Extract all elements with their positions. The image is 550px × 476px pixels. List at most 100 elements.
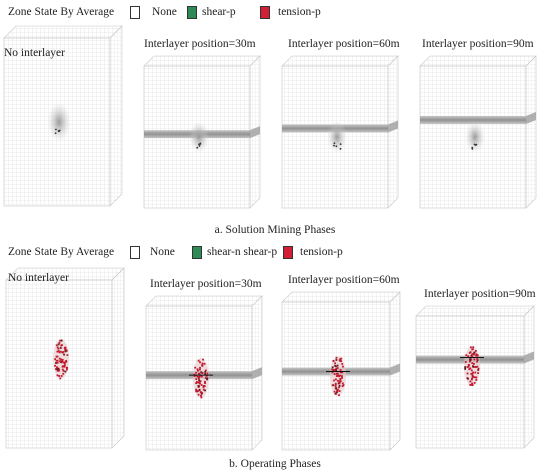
tension-zone-marker	[332, 360, 335, 362]
plastic-zone-marker	[335, 145, 338, 148]
tension-zone-marker	[64, 346, 67, 349]
tension-zone-marker	[206, 372, 209, 375]
panel-b3-label: Interlayer position=60m	[288, 274, 400, 286]
tension-zone-marker	[60, 361, 63, 364]
tension-zone-marker	[204, 389, 206, 392]
tension-zone-marker	[467, 365, 470, 368]
tension-zone-marker	[63, 353, 65, 356]
tension-zone-marker	[465, 354, 468, 357]
tension-zone-marker	[197, 393, 200, 396]
tension-zone-marker	[331, 366, 334, 369]
legend-b-swatch-none	[130, 246, 140, 259]
tension-zone-marker	[61, 365, 64, 368]
tension-zone-marker	[473, 376, 476, 379]
tension-zone-marker	[65, 368, 68, 371]
tension-zone-marker	[60, 375, 63, 377]
tension-zone-marker	[336, 367, 339, 369]
tension-zone-marker	[464, 361, 467, 363]
tension-zone-marker	[471, 362, 474, 365]
tension-zone-marker	[61, 358, 64, 361]
tension-zone-marker	[195, 388, 198, 391]
tension-zone-marker	[196, 375, 199, 378]
tension-zone-marker	[334, 362, 337, 365]
tension-zone-marker	[336, 388, 339, 391]
plastic-zone-marker	[339, 143, 342, 146]
tension-zone-marker	[472, 371, 474, 374]
legend-a-label-tension: tension-p	[278, 6, 321, 18]
tension-zone-marker	[471, 348, 474, 351]
tension-zone-marker	[63, 364, 66, 367]
tension-zone-marker	[471, 377, 473, 380]
tension-zone-marker	[55, 359, 58, 362]
tension-zone-marker	[195, 378, 198, 380]
panel-a4-label: Interlayer position=90m	[422, 38, 534, 50]
panel-a3-label: Interlayer position=60m	[288, 38, 400, 50]
tension-zone-marker	[204, 369, 207, 372]
interlayer-band-side	[388, 120, 398, 133]
tension-zone-marker	[477, 369, 480, 371]
tension-zone-marker	[475, 366, 477, 368]
tension-zone-marker	[198, 368, 201, 371]
legend-b-swatch-shear	[192, 246, 202, 259]
tension-zone-marker	[56, 368, 59, 370]
tension-zone-marker	[341, 371, 344, 374]
tension-zone-marker	[56, 361, 59, 364]
tension-zone-marker	[333, 368, 336, 371]
legend-b-label-tension: tension-p	[300, 246, 343, 258]
tension-zone-marker	[204, 370, 207, 373]
tension-zone-marker	[197, 359, 200, 362]
tension-zone-marker	[65, 360, 68, 363]
block-top-face	[419, 55, 537, 67]
tension-zone-marker	[200, 375, 203, 378]
tension-zone-marker	[476, 358, 479, 360]
tension-zone-marker	[62, 361, 65, 364]
tension-zone-marker	[331, 371, 334, 374]
tension-zone-marker	[469, 384, 472, 386]
tension-zone-marker	[472, 365, 475, 368]
tension-zone-marker	[468, 352, 471, 354]
tension-zone-marker	[333, 373, 336, 375]
tension-zone-marker	[56, 355, 59, 358]
tension-zone-marker	[56, 346, 59, 349]
tension-zone-marker	[197, 381, 199, 384]
tension-zone-marker	[338, 386, 340, 389]
tension-zone-marker	[200, 371, 203, 374]
tension-zone-marker	[61, 351, 64, 354]
tension-zone-marker	[335, 392, 338, 395]
tension-zone-marker	[59, 360, 61, 363]
tension-zone-marker	[338, 384, 341, 387]
tension-zone-marker	[470, 358, 473, 361]
tension-zone-marker	[66, 367, 69, 369]
model-block	[143, 55, 261, 209]
solution-mining-panels	[3, 25, 537, 209]
tension-zone-marker	[57, 343, 60, 346]
tension-zone-marker	[200, 384, 203, 386]
tension-zone-marker	[341, 375, 343, 378]
panel-a2-label: Interlayer position=30m	[144, 38, 256, 50]
tension-zone-marker	[470, 383, 473, 386]
tension-zone-marker	[199, 366, 201, 369]
plastic-zone-marker	[54, 132, 57, 135]
tension-zone-marker	[196, 369, 199, 372]
tension-zone-marker	[472, 346, 475, 349]
tension-zone-marker	[335, 378, 337, 381]
tension-zone-marker	[336, 372, 339, 375]
tension-zone-marker	[64, 350, 67, 353]
tension-zone-marker	[337, 374, 340, 377]
tension-zone-marker	[54, 364, 56, 367]
tension-zone-marker	[339, 371, 342, 374]
salt-cavern	[47, 102, 71, 142]
salt-cavern	[189, 121, 209, 153]
tension-zone-marker	[195, 382, 198, 385]
tension-zone-marker	[195, 371, 197, 374]
tension-zone-marker	[57, 347, 60, 350]
tension-zone-marker	[204, 380, 206, 383]
tension-zone-marker	[476, 365, 479, 368]
tension-zone-marker	[471, 384, 474, 387]
tension-zone-marker	[56, 359, 59, 362]
tension-zone-marker	[476, 360, 478, 363]
block-top-face	[3, 25, 123, 39]
plastic-zone-marker	[471, 146, 474, 149]
tension-zone-marker	[339, 360, 342, 362]
